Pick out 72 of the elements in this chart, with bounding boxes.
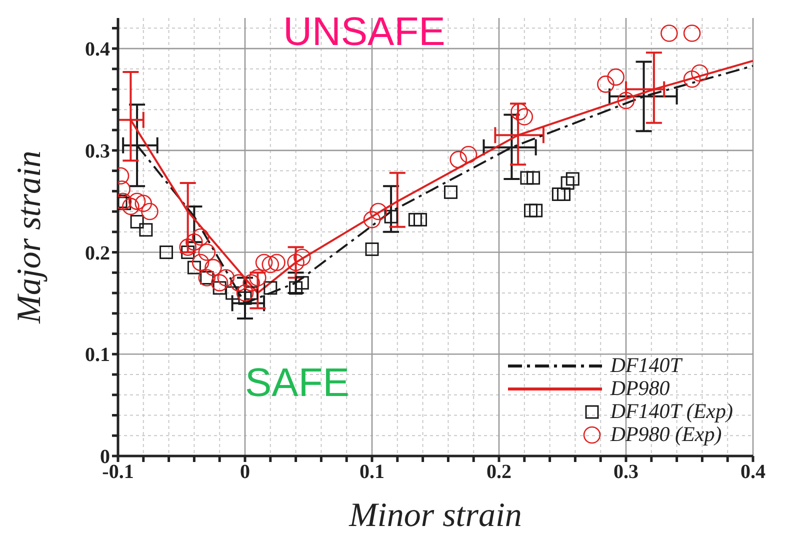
point <box>130 214 144 228</box>
y-tick-label: 0.4 <box>85 38 110 61</box>
x-axis-title: Minor strain <box>348 497 522 534</box>
point <box>370 202 387 220</box>
y-tick-label: 0 <box>100 446 110 468</box>
point <box>289 281 303 295</box>
point <box>268 254 286 272</box>
point <box>295 276 309 290</box>
point <box>217 269 235 286</box>
point <box>210 274 228 292</box>
point <box>683 70 701 88</box>
point <box>607 68 624 86</box>
point <box>520 171 534 185</box>
y-tick-label: 0.2 <box>85 242 110 264</box>
x-tick-label: 0.1 <box>360 461 384 484</box>
point <box>363 211 381 228</box>
point <box>384 210 398 224</box>
y-axis-title: Major strain <box>11 150 48 324</box>
point <box>264 281 278 295</box>
point <box>450 150 468 168</box>
x-tick-label: 0.4 <box>740 461 766 484</box>
point <box>186 233 203 251</box>
point <box>242 274 260 292</box>
annotation: SAFE <box>245 360 350 406</box>
point <box>683 24 701 42</box>
x-tick-label: 0 <box>240 461 250 484</box>
legend-label: DF140T <box>610 353 682 377</box>
point <box>262 256 280 274</box>
point <box>414 212 428 226</box>
point <box>560 176 574 190</box>
point <box>204 258 222 276</box>
point <box>516 108 534 126</box>
point <box>198 244 216 261</box>
point <box>134 194 152 212</box>
point <box>617 92 635 110</box>
point <box>192 254 210 272</box>
point <box>128 192 146 210</box>
point <box>566 172 580 186</box>
y-tick-label: 0.3 <box>85 140 110 163</box>
legend-label: DP980 <box>610 376 670 400</box>
legend-label: DF140T (Exp) <box>610 399 733 423</box>
point <box>526 171 540 185</box>
point <box>660 24 678 42</box>
point <box>236 284 254 302</box>
point <box>294 248 311 266</box>
point <box>524 204 538 218</box>
point <box>192 228 210 246</box>
point <box>179 238 196 256</box>
point <box>160 246 174 260</box>
point <box>557 187 571 201</box>
point <box>230 274 248 292</box>
point <box>287 254 304 272</box>
annotation: UNSAFE <box>283 8 446 55</box>
point <box>365 242 379 256</box>
x-tick-label: 0.3 <box>614 461 638 484</box>
legend-label: DP980 (Exp) <box>610 422 722 446</box>
point <box>691 64 708 82</box>
point <box>408 212 422 226</box>
point <box>249 269 266 286</box>
x-tick-label: 0.2 <box>486 461 512 484</box>
point <box>529 204 543 218</box>
point <box>444 185 458 199</box>
point <box>552 187 566 201</box>
point <box>460 146 478 164</box>
y-tick-label: 0.1 <box>85 344 110 366</box>
point <box>141 202 158 220</box>
point <box>122 198 140 216</box>
point <box>597 76 614 93</box>
point <box>226 286 240 300</box>
point <box>510 103 528 120</box>
point <box>255 254 273 272</box>
point <box>139 223 153 237</box>
